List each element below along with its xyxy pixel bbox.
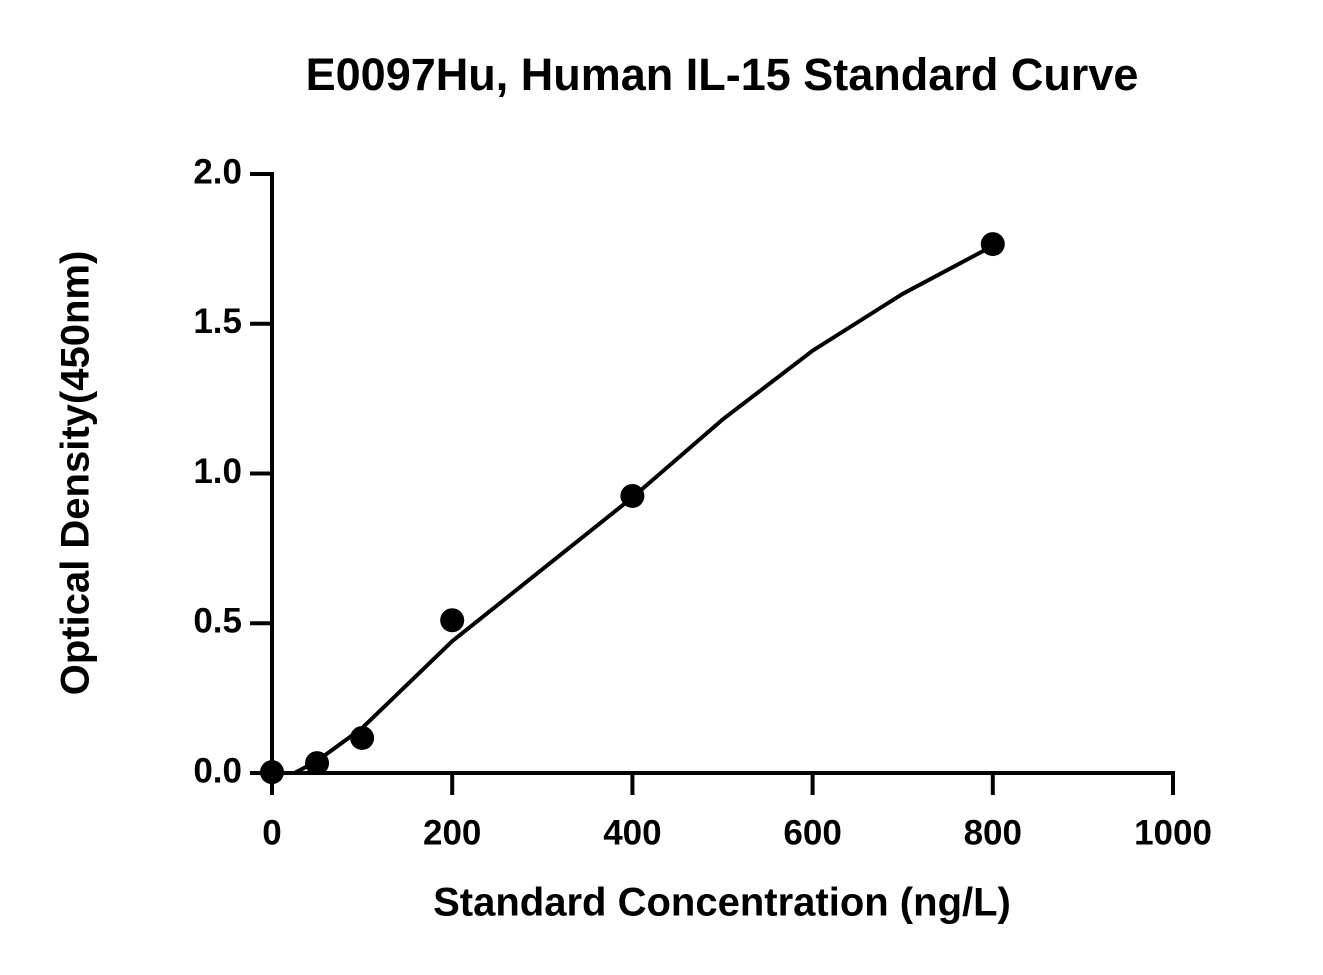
x-tick-label: 800 [964, 813, 1022, 852]
x-tick-label: 200 [423, 813, 481, 852]
x-tick-label: 1000 [1134, 813, 1212, 852]
data-point [440, 608, 465, 633]
data-point [305, 751, 330, 776]
data-point [620, 483, 645, 508]
x-tick-label: 400 [603, 813, 661, 852]
fit-curve [272, 244, 994, 775]
y-axis-label: Optical Density(450nm) [54, 251, 98, 696]
x-axis-label: Standard Concentration (ng/L) [433, 881, 1011, 925]
y-tick-label: 1.0 [193, 452, 242, 491]
y-tick-label: 0.5 [193, 602, 242, 641]
data-point [980, 232, 1005, 257]
y-tick-label: 2.0 [193, 152, 242, 191]
data-point [260, 760, 284, 785]
chart-title: E0097Hu, Human IL-15 Standard Curve [306, 49, 1139, 100]
y-tick-label: 0.0 [193, 751, 242, 790]
x-tick-label: 600 [783, 813, 841, 852]
x-tick-label: 0 [262, 813, 281, 852]
data-point [350, 725, 375, 750]
y-tick-label: 1.5 [193, 302, 242, 341]
